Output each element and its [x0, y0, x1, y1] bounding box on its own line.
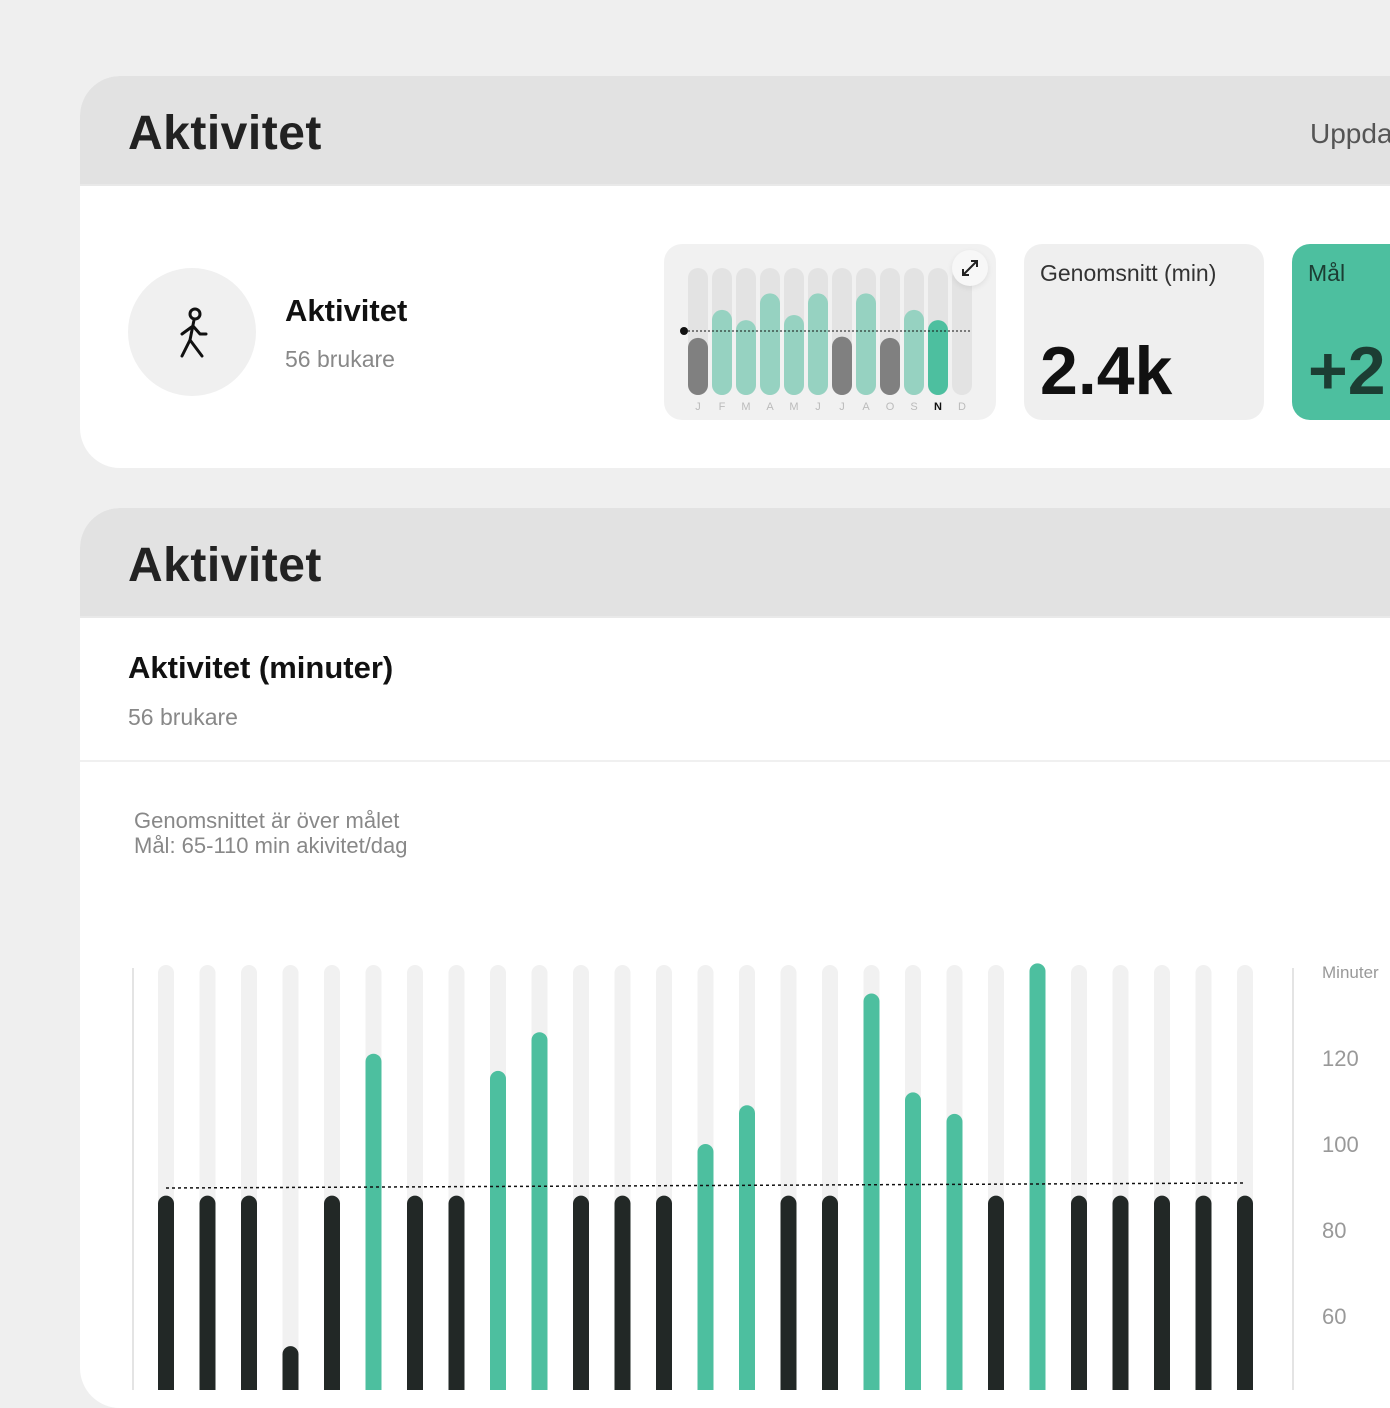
expand-arrows-icon[interactable] [952, 250, 988, 286]
mini-bar [784, 314, 804, 395]
note-line-2: Mål: 65-110 min akivitet/dag [134, 833, 408, 858]
stat-goal: Mål +2 [1292, 244, 1390, 420]
summary-header: Aktivitet Uppda [80, 76, 1390, 186]
mini-bar [904, 309, 924, 395]
updated-label: Uppda [1310, 118, 1390, 149]
mini-target-dot [680, 327, 688, 335]
divider [80, 760, 1390, 762]
mini-bar [712, 309, 732, 395]
mini-bar [856, 293, 876, 395]
activity-name: Aktivitet [285, 293, 408, 328]
stat-label: Genomsnitt (min) [1040, 260, 1217, 286]
note-line-1: Genomsnittet är över målet [134, 808, 400, 833]
chart-title: Aktivitet (minuter) [128, 650, 394, 685]
mini-bar [688, 337, 708, 395]
walking-person-icon [180, 307, 208, 358]
mini-month-label: N [934, 401, 942, 413]
activity-avatar [128, 268, 256, 396]
chart-users: 56 brukare [128, 704, 238, 730]
mini-bar [736, 320, 756, 395]
detail-card: Aktivitet Aktivitet (minuter) 56 brukare… [80, 508, 1390, 1408]
mini-month-label: A [766, 401, 774, 413]
mini-month-label: J [815, 401, 821, 413]
mini-bar [928, 320, 948, 395]
mini-month-label: J [839, 401, 845, 413]
mini-month-label: D [958, 401, 966, 413]
detail-title: Aktivitet [128, 539, 322, 592]
chart-note: Genomsnittet är över målet Mål: 65-110 m… [134, 808, 408, 858]
summary-card: Aktivitet Uppda Aktivitet 56 brukare J F M… [80, 76, 1390, 468]
summary-title: Aktivitet [128, 107, 322, 160]
mini-month-label: A [862, 401, 870, 413]
mini-bar [760, 293, 780, 395]
detail-header: Aktivitet [80, 508, 1390, 618]
stat-average: Genomsnitt (min) 2.4k [1024, 244, 1264, 420]
mini-month-label: S [910, 401, 917, 413]
mini-bar [808, 293, 828, 395]
mini-month-label: M [789, 401, 798, 413]
mini-bar [832, 336, 852, 395]
mini-month-label: O [886, 401, 895, 413]
mini-month-label: M [741, 401, 750, 413]
stat-label: Mål [1308, 260, 1346, 286]
stat-value: 2.4k [1040, 333, 1173, 409]
stat-value: +2 [1308, 333, 1386, 409]
mini-month-label: F [719, 401, 726, 413]
mini-month-label: J [695, 401, 701, 413]
activity-users: 56 brukare [285, 346, 395, 372]
mini-bar [880, 337, 900, 395]
